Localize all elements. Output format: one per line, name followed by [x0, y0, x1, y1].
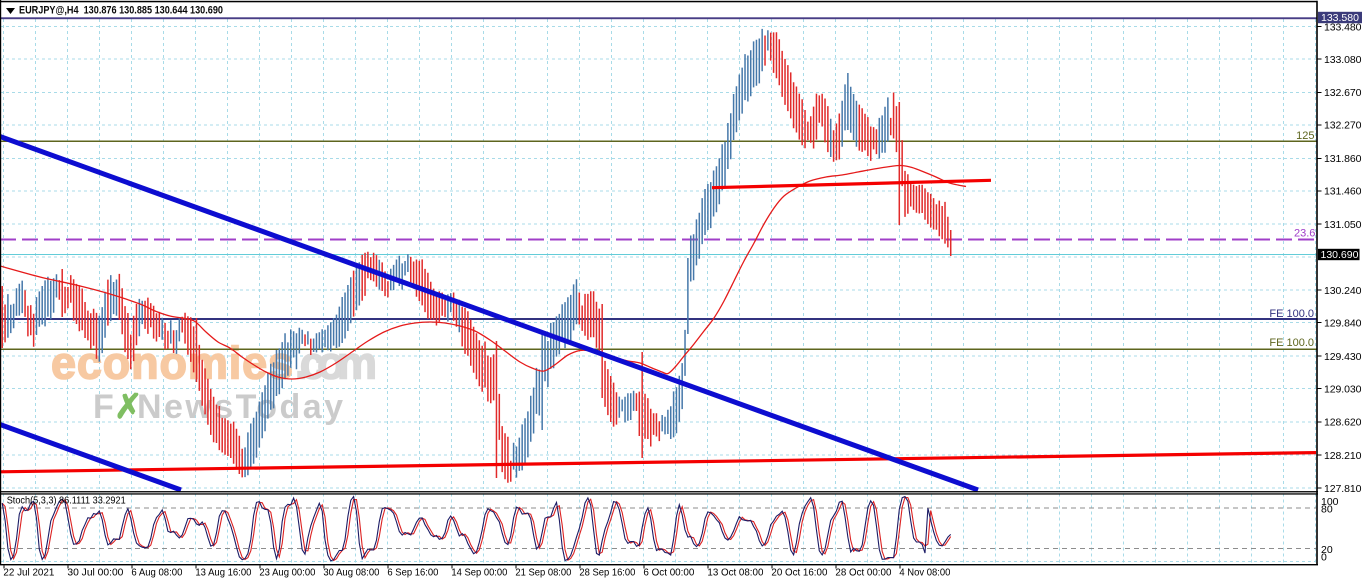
svg-text:F: F: [93, 388, 114, 426]
svg-text:economies: economies: [51, 338, 294, 389]
svg-text:129.430: 129.430: [1324, 351, 1362, 363]
svg-text:131.050: 131.050: [1324, 219, 1362, 231]
svg-text:0: 0: [1321, 551, 1327, 563]
svg-text:✗: ✗: [114, 388, 143, 426]
svg-text:132.670: 132.670: [1324, 87, 1362, 99]
svg-text:Stoch(5,3,3) 86.1111 33.2921: Stoch(5,3,3) 86.1111 33.2921: [7, 494, 126, 506]
svg-text:127.810: 127.810: [1324, 483, 1362, 495]
svg-text:125: 125: [1296, 130, 1314, 142]
svg-text:6 Oct 00:00: 6 Oct 00:00: [643, 567, 694, 579]
svg-text:80: 80: [1321, 503, 1333, 515]
svg-text:133.480: 133.480: [1324, 21, 1362, 33]
svg-text:EURJPY@,H4 130.876 130.885 13: EURJPY@,H4 130.876 130.885 130.644 130.6…: [19, 5, 223, 17]
svg-text:FE 100.0: FE 100.0: [1269, 308, 1314, 320]
svg-text:130.240: 130.240: [1324, 285, 1362, 297]
svg-text:130.690: 130.690: [1321, 249, 1359, 261]
svg-text:129.030: 129.030: [1324, 383, 1362, 395]
svg-text:30 Jul 00:00: 30 Jul 00:00: [67, 567, 123, 579]
svg-text:100: 100: [1321, 496, 1339, 508]
svg-text:23.6: 23.6: [1294, 227, 1315, 239]
svg-text:22 Jul 2021: 22 Jul 2021: [3, 567, 54, 579]
svg-text:14 Sep 00:00: 14 Sep 00:00: [451, 567, 507, 579]
svg-text:129.840: 129.840: [1324, 318, 1362, 330]
svg-text:132.270: 132.270: [1324, 120, 1362, 132]
svg-text:6 Aug 08:00: 6 Aug 08:00: [131, 567, 182, 579]
svg-text:13 Aug 16:00: 13 Aug 16:00: [195, 567, 251, 579]
svg-text:NewsToday: NewsToday: [137, 388, 343, 426]
svg-text:21 Sep 08:00: 21 Sep 08:00: [515, 567, 571, 579]
svg-text:13 Oct 08:00: 13 Oct 08:00: [707, 567, 763, 579]
svg-text:20 Oct 16:00: 20 Oct 16:00: [771, 567, 827, 579]
svg-text:131.860: 131.860: [1324, 153, 1362, 165]
svg-text:28 Oct 00:00: 28 Oct 00:00: [835, 567, 891, 579]
svg-text:133.080: 133.080: [1324, 54, 1362, 66]
svg-text:20: 20: [1321, 544, 1333, 556]
svg-text:128.210: 128.210: [1324, 450, 1362, 462]
svg-text:30 Aug 08:00: 30 Aug 08:00: [323, 567, 379, 579]
svg-text:23 Aug 00:00: 23 Aug 00:00: [259, 567, 315, 579]
svg-text:4 Nov 08:00: 4 Nov 08:00: [899, 567, 950, 579]
svg-text:28 Sep 16:00: 28 Sep 16:00: [579, 567, 635, 579]
svg-text:128.620: 128.620: [1324, 417, 1362, 429]
svg-text:133.580: 133.580: [1321, 12, 1359, 24]
svg-text:6 Sep 16:00: 6 Sep 16:00: [387, 567, 438, 579]
svg-text:FE 100.0: FE 100.0: [1269, 337, 1314, 349]
svg-text:131.460: 131.460: [1324, 186, 1362, 198]
